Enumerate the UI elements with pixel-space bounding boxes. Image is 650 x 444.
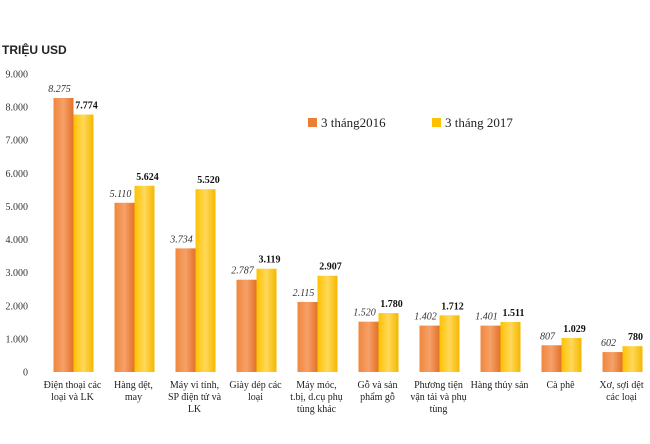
bar-series-1 [419,325,440,372]
category-label: Hàng dệt, may [114,380,153,403]
data-label-series-2: 780 [628,332,643,343]
y-tick-label: 8.000 [6,103,29,114]
bars-group [53,98,643,372]
data-label-series-1: 602 [601,338,616,349]
y-tick-label: 6.000 [6,169,29,180]
bar-series-1 [480,325,501,372]
legend: 3 tháng2016 3 tháng 2017 [308,115,513,130]
bar-series-2 [561,337,582,372]
bar-series-2 [622,346,643,372]
bar-series-1 [541,345,562,372]
y-tick-label: 2.000 [6,301,29,312]
y-tick-label: 3.000 [6,268,29,279]
bar-series-1 [602,352,623,372]
y-tick-label: 9.000 [6,70,29,81]
bar-series-2 [195,189,216,372]
category-label: Giày dép các loại [229,380,282,403]
data-label-series-1: 2.787 [231,266,255,277]
data-label-series-2: 1.780 [380,299,403,310]
data-label-series-2: 2.907 [319,262,342,273]
y-tick-label: 7.000 [6,136,29,147]
bar-series-2 [256,268,277,372]
bar-series-1 [236,279,257,372]
data-label-series-1: 1.402 [414,312,437,323]
data-label-series-2: 5.520 [197,175,220,186]
data-label-series-1: 8.275 [48,84,71,95]
bar-series-1 [175,248,196,372]
y-tick-label: 5.000 [6,202,29,213]
data-label-series-2: 1.712 [441,301,464,312]
category-label: Cà phê [546,380,575,391]
bar-series-1 [297,301,318,372]
data-label-series-2: 1.511 [503,308,525,319]
category-label: Máy móc, t.bị, d.cụ phụ tùng khác [290,380,343,415]
y-tick-label: 4.000 [6,235,29,246]
legend-swatch-series-2 [432,118,441,127]
bar-series-2 [378,313,399,372]
bar-series-1 [114,202,135,372]
bar-series-2 [439,315,460,372]
data-label-series-1: 1.401 [475,312,498,323]
data-label-series-2: 5.624 [136,172,159,183]
y-axis-unit-label: TRIỆU USD [2,42,67,57]
legend-label-series-1: 3 tháng2016 [321,115,386,130]
data-label-series-2: 7.774 [75,101,98,112]
bar-series-1 [358,321,379,372]
bar-series-2 [134,185,155,372]
legend-swatch-series-1 [308,118,317,127]
bar-series-1 [53,98,74,372]
category-label: Xơ, sợi dệt các loại [599,380,643,403]
data-label-series-1: 807 [540,331,556,342]
category-labels-group: Điện thoại các loại và LK Hàng dệt, may Máy … [44,380,644,415]
y-axis: 0 1.000 2.000 3.000 4.000 5.000 6.000 7.000 8.00… [6,70,29,379]
category-label: Phương tiện vận tải và phụ tùng [410,380,466,415]
category-label: Máy vi tính, SP điện tử và LK [168,380,222,415]
y-tick-label: 1.000 [6,334,29,345]
data-label-series-1: 1.520 [353,308,376,319]
category-label: Gỗ và sản phẩm gỗ [358,380,398,403]
data-label-series-1: 2.115 [293,288,315,299]
value-labels-group: 8.275 7.774 5.110 5.624 3.734 5.520 2.787 3.119… [48,84,643,349]
data-label-series-1: 5.110 [110,189,132,200]
category-label: Điện thoại các loại và LK [44,380,102,403]
y-tick-label: 0 [23,368,28,379]
data-label-series-2: 1.029 [563,324,586,335]
bar-series-2 [317,275,338,372]
category-label: Hàng thủy sản [471,380,529,391]
data-label-series-2: 3.119 [259,255,281,266]
bar-series-2 [500,321,521,372]
data-label-series-1: 3.734 [169,234,193,245]
legend-label-series-2: 3 tháng 2017 [445,115,513,130]
bar-series-2 [73,114,94,372]
